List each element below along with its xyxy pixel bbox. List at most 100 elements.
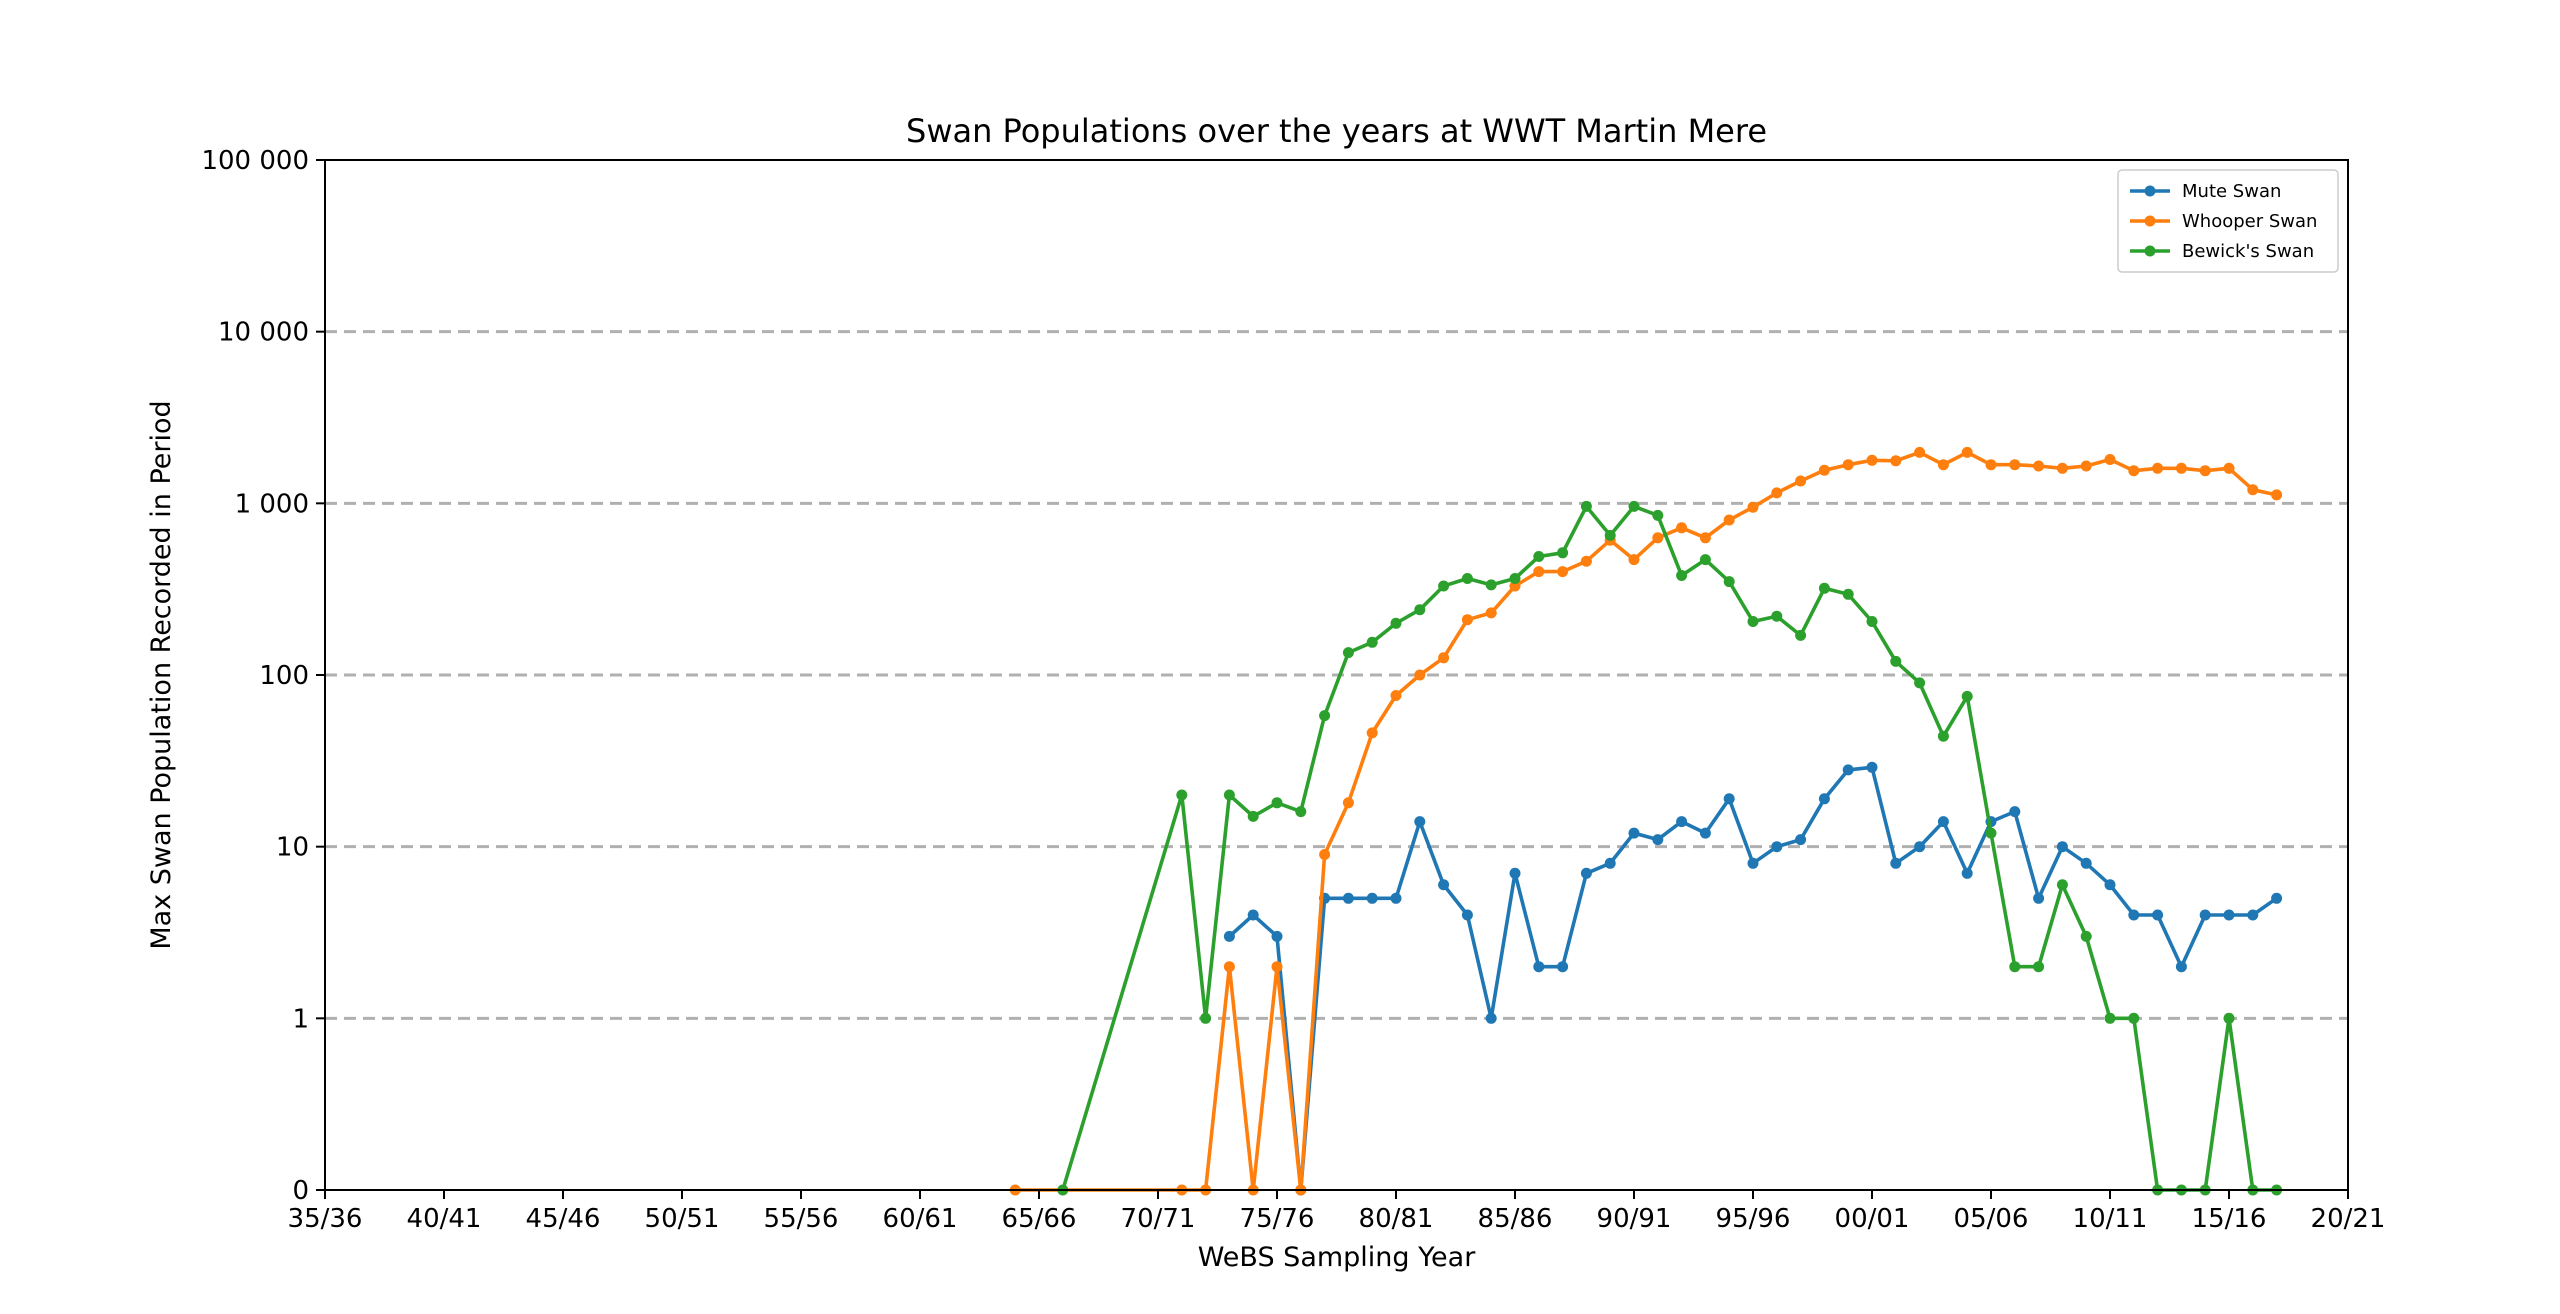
data-point bbox=[1795, 834, 1807, 846]
legend: Mute Swan Whooper Swan Bewick's Swan bbox=[2117, 169, 2339, 273]
data-point bbox=[2199, 909, 2211, 921]
data-point bbox=[2223, 462, 2235, 474]
data-point bbox=[1271, 797, 1283, 809]
data-point bbox=[1937, 816, 1949, 828]
data-point bbox=[1247, 909, 1259, 921]
data-point bbox=[1485, 579, 1497, 591]
data-point bbox=[1961, 446, 1973, 458]
x-tick-label: 35/36 bbox=[288, 1204, 363, 1234]
legend-label: Bewick's Swan bbox=[2182, 241, 2314, 262]
data-point bbox=[2271, 892, 2283, 904]
data-point bbox=[1533, 961, 1545, 973]
chart-title: Swan Populations over the years at WWT M… bbox=[906, 112, 1767, 150]
data-point bbox=[1604, 857, 1616, 869]
data-point bbox=[2009, 806, 2021, 818]
x-tick-label: 10/11 bbox=[2073, 1204, 2148, 1234]
data-point bbox=[1509, 867, 1521, 879]
data-point bbox=[1723, 576, 1735, 588]
data-point bbox=[1818, 582, 1830, 594]
y-tick-label: 10 bbox=[276, 833, 309, 863]
data-point bbox=[1842, 459, 1854, 471]
data-point bbox=[1461, 573, 1473, 584]
data-point bbox=[2199, 465, 2211, 477]
data-point bbox=[1771, 610, 1783, 622]
data-point bbox=[1223, 961, 1235, 973]
legend-swatch-marker bbox=[2144, 245, 2156, 257]
data-point bbox=[2056, 462, 2068, 474]
data-point bbox=[2152, 462, 2164, 474]
data-point bbox=[1795, 475, 1807, 487]
series-bewick-s-swan bbox=[1057, 500, 2283, 1196]
data-point bbox=[2223, 1012, 2235, 1024]
x-tick-label: 75/76 bbox=[1240, 1204, 1315, 1234]
data-point bbox=[1342, 797, 1354, 809]
data-point bbox=[1890, 455, 1902, 467]
y-tick-label: 10 000 bbox=[218, 318, 309, 348]
data-point bbox=[1771, 487, 1783, 499]
data-point bbox=[1723, 793, 1735, 805]
x-tick-label: 45/46 bbox=[526, 1204, 601, 1234]
data-point bbox=[1699, 554, 1711, 566]
data-point bbox=[1628, 827, 1640, 839]
x-tick-label: 80/81 bbox=[1359, 1204, 1434, 1234]
x-tick-label: 55/56 bbox=[764, 1204, 839, 1234]
x-tick-label: 95/96 bbox=[1716, 1204, 1791, 1234]
x-tick-label: 90/91 bbox=[1597, 1204, 1672, 1234]
y-tick-label: 100 000 bbox=[201, 146, 309, 176]
data-point bbox=[1461, 614, 1473, 626]
data-point bbox=[1985, 827, 1997, 839]
data-point bbox=[1366, 636, 1378, 648]
data-point bbox=[2080, 857, 2092, 869]
data-point bbox=[1295, 806, 1307, 818]
y-axis-ticks: 0 1 10 100 1 000 10 000 100 000 bbox=[201, 146, 325, 1206]
data-point bbox=[1223, 930, 1235, 942]
data-point bbox=[1699, 827, 1711, 839]
data-point bbox=[2247, 484, 2259, 496]
data-point bbox=[1271, 961, 1283, 973]
data-point bbox=[2247, 909, 2259, 921]
series-line bbox=[1061, 504, 2277, 1192]
data-point bbox=[1890, 655, 1902, 667]
data-point bbox=[1866, 616, 1878, 627]
data-point bbox=[1509, 573, 1521, 584]
data-point bbox=[1771, 841, 1783, 853]
data-point bbox=[2223, 909, 2235, 921]
grid-lines bbox=[325, 330, 2348, 1020]
data-point bbox=[2056, 841, 2068, 853]
legend-label: Mute Swan bbox=[2182, 181, 2281, 202]
data-point bbox=[1676, 570, 1688, 581]
data-point bbox=[1414, 816, 1426, 828]
data-point bbox=[1342, 892, 1354, 904]
data-point bbox=[1580, 867, 1592, 879]
data-point bbox=[1604, 529, 1616, 541]
x-tick-label: 50/51 bbox=[645, 1204, 720, 1234]
legend-label: Whooper Swan bbox=[2182, 211, 2317, 232]
data-point bbox=[1723, 514, 1735, 526]
x-tick-label: 85/86 bbox=[1478, 1204, 1553, 1234]
data-point bbox=[2175, 961, 2187, 973]
data-point bbox=[1842, 588, 1854, 600]
data-point bbox=[1557, 961, 1569, 973]
data-point bbox=[2104, 454, 2116, 465]
data-point bbox=[1414, 604, 1426, 616]
data-point bbox=[2033, 460, 2045, 472]
data-point bbox=[1961, 867, 1973, 879]
data-point bbox=[1247, 810, 1259, 822]
data-point bbox=[1914, 841, 1926, 853]
data-point bbox=[2128, 1012, 2140, 1024]
data-point bbox=[1985, 459, 1997, 471]
data-point bbox=[1485, 607, 1497, 619]
data-point bbox=[2080, 460, 2092, 472]
y-tick-label: 0 bbox=[292, 1176, 309, 1206]
x-tick-label: 20/21 bbox=[2311, 1204, 2386, 1234]
data-point bbox=[1223, 789, 1235, 801]
x-tick-label: 70/71 bbox=[1121, 1204, 1196, 1234]
x-tick-label: 00/01 bbox=[1835, 1204, 1910, 1234]
data-point bbox=[1937, 459, 1949, 471]
data-point bbox=[1271, 930, 1283, 942]
data-point bbox=[1652, 834, 1664, 846]
data-point bbox=[2056, 879, 2068, 891]
data-point bbox=[2152, 909, 2164, 921]
data-point bbox=[2009, 459, 2021, 471]
